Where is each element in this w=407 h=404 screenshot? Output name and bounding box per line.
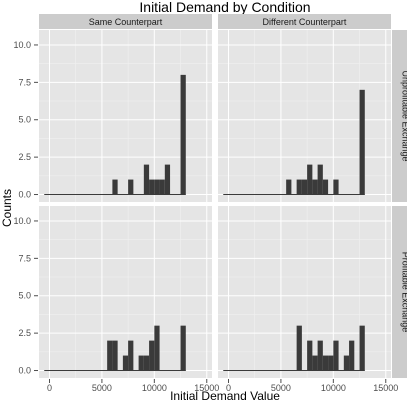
histogram-bar xyxy=(333,340,339,371)
row-strip-label-0: Unprofitable Exchange xyxy=(401,70,407,161)
histogram-bar xyxy=(322,355,329,371)
histogram-bar xyxy=(333,179,339,195)
panel-background xyxy=(39,206,212,378)
histogram-bar xyxy=(296,325,302,371)
histogram-bar xyxy=(143,355,150,371)
histogram-bar xyxy=(180,74,186,195)
panel-1-1 xyxy=(218,206,391,378)
x-tick-label: 5000 xyxy=(271,383,291,393)
y-tick-label: 0.0 xyxy=(18,366,31,376)
y-tick-label: 7.5 xyxy=(18,77,31,87)
x-tick-label: 0 xyxy=(47,383,52,393)
y-tick-label: 10.0 xyxy=(13,216,31,226)
histogram-bar xyxy=(296,179,302,195)
column-strip-label-0: Same Counterpart xyxy=(89,17,163,27)
panel-1-0 xyxy=(218,30,391,202)
histogram-bar xyxy=(312,355,318,371)
histogram-bar xyxy=(312,179,318,195)
histogram-bar xyxy=(286,179,292,195)
histogram-bar xyxy=(138,355,144,371)
x-tick-label: 15000 xyxy=(194,383,219,393)
y-tick-label: 10.0 xyxy=(13,40,31,50)
panel-background xyxy=(218,206,391,378)
x-tick-label: 5000 xyxy=(92,383,112,393)
y-tick-label: 5.0 xyxy=(18,291,31,301)
histogram-bar xyxy=(322,179,329,195)
histogram-bar xyxy=(301,179,308,195)
histogram-bar xyxy=(159,179,165,195)
histogram-bar xyxy=(317,340,323,371)
histogram-bar xyxy=(317,164,323,195)
row-strip-label-1: Profitable Exchange xyxy=(401,252,407,333)
histogram-bar xyxy=(154,325,160,371)
row-strip-1 xyxy=(392,206,407,378)
histogram-bar xyxy=(107,340,113,371)
x-tick-label: 10000 xyxy=(321,383,346,393)
histogram-bar xyxy=(180,325,186,371)
y-tick-label: 0.0 xyxy=(18,190,31,200)
x-axis-title: Initial Demand Value xyxy=(170,389,280,403)
chart-title: Initial Demand by Condition xyxy=(139,0,310,15)
histogram-bar xyxy=(143,164,150,195)
y-tick-label: 2.5 xyxy=(18,328,31,338)
panel-0-0 xyxy=(39,30,212,202)
histogram-bar xyxy=(343,355,350,371)
y-tick-label: 7.5 xyxy=(18,253,31,263)
y-tick-label: 5.0 xyxy=(18,115,31,125)
panel-background xyxy=(39,30,212,202)
column-strip-label-1: Different Counterpart xyxy=(263,17,347,27)
histogram-bar xyxy=(359,89,365,195)
histogram-bar xyxy=(149,340,155,371)
histogram-bar xyxy=(112,340,118,371)
y-axis-title: Counts xyxy=(0,189,14,227)
histogram-bar xyxy=(164,164,171,195)
panels-layer: Same Counterpart Different Counterpart Unp… xyxy=(13,14,407,393)
panel-0-1 xyxy=(39,206,212,378)
histogram-bar xyxy=(359,325,365,371)
histogram-bar xyxy=(154,179,160,195)
histogram-bar xyxy=(307,340,313,371)
histogram-bar xyxy=(128,340,134,371)
histogram-bar xyxy=(149,179,155,195)
histogram-bar xyxy=(128,179,134,195)
row-strip-0 xyxy=(392,30,407,202)
column-strip-0 xyxy=(39,14,212,29)
histogram-bar xyxy=(328,355,334,371)
histogram-bar xyxy=(122,355,129,371)
x-tick-label: 15000 xyxy=(373,383,398,393)
panel-background xyxy=(218,30,391,202)
column-strip-1 xyxy=(218,14,391,29)
x-tick-label: 10000 xyxy=(142,383,167,393)
histogram-bar xyxy=(112,179,118,195)
x-tick-label: 0 xyxy=(226,383,231,393)
histogram-bar xyxy=(349,340,355,371)
y-tick-label: 2.5 xyxy=(18,152,31,162)
histogram-bar xyxy=(307,164,313,195)
